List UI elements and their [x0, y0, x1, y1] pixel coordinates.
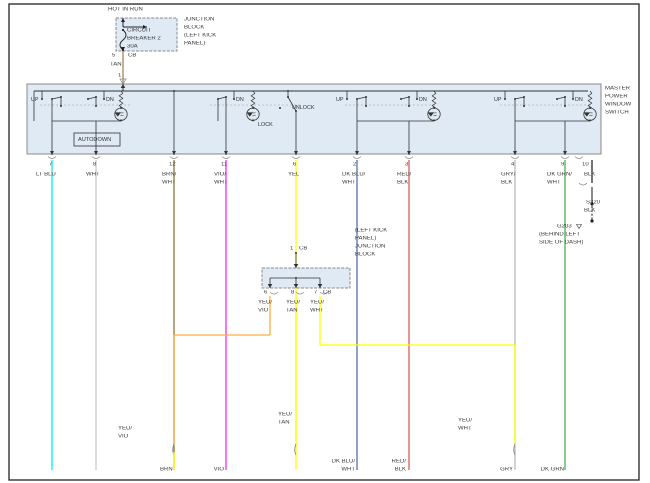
svg-text:AUTODOWN: AUTODOWN	[78, 137, 111, 143]
svg-text:DN: DN	[236, 97, 244, 103]
svg-text:UP: UP	[31, 97, 39, 103]
svg-text:UNLOCK: UNLOCK	[292, 105, 315, 111]
svg-text:DN: DN	[575, 97, 583, 103]
svg-text:UP: UP	[494, 97, 502, 103]
svg-text:DN: DN	[106, 97, 114, 103]
svg-text:DN: DN	[419, 97, 427, 103]
svg-text:UP: UP	[336, 97, 344, 103]
svg-text:LOCK: LOCK	[258, 122, 273, 128]
